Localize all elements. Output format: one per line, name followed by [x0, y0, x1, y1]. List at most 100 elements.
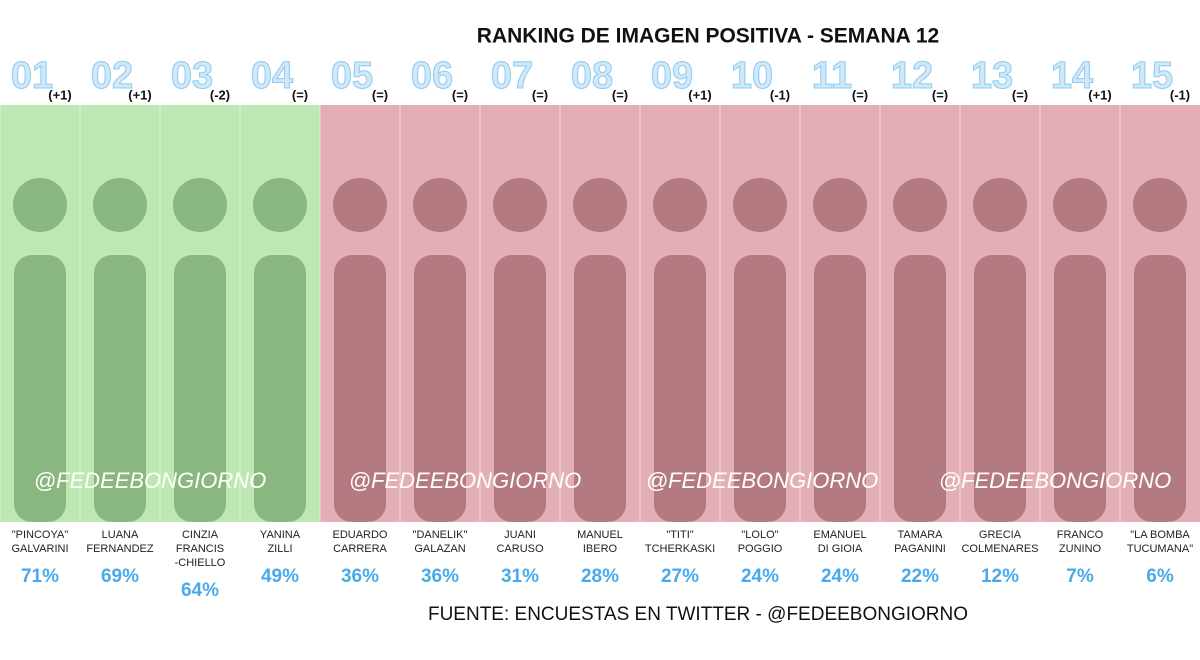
contestant-name: ZUNINO [1059, 543, 1102, 555]
silhouette-head [893, 178, 947, 232]
rank-number: 03 [171, 55, 213, 97]
silhouette-body [1054, 255, 1106, 522]
silhouette-head [813, 178, 867, 232]
silhouette-head [493, 178, 547, 232]
contestant-name: IBERO [583, 543, 618, 555]
contestant-name: JUANI [504, 529, 536, 541]
rank-number: 11 [812, 55, 852, 97]
contestant-name: TCHERKASKI [645, 543, 715, 555]
rank-number: 14 [1051, 55, 1093, 97]
contestant-name: MANUEL [577, 529, 623, 541]
percent: 69% [101, 566, 139, 587]
rank-change: (-1) [1170, 87, 1190, 102]
silhouette-head [13, 178, 67, 232]
rank-number: 01 [11, 55, 53, 97]
contestant-name: "LA BOMBA [1130, 529, 1190, 541]
rank-change: (=) [372, 87, 388, 102]
contestant-name: FRANCO [1057, 529, 1104, 541]
rank-change: (-2) [210, 87, 230, 102]
watermark: @FEDEEBONGIORNO [349, 468, 582, 493]
percent: 36% [421, 566, 459, 587]
silhouette-body [494, 255, 546, 522]
rank-change: (=) [612, 87, 628, 102]
rank-change: (=) [532, 87, 548, 102]
contestant-name: POGGIO [738, 543, 783, 555]
contestant-name: GALAZAN [414, 543, 465, 555]
rank-number: 02 [91, 55, 133, 97]
source: FUENTE: ENCUESTAS EN TWITTER - @FEDEEBON… [428, 604, 968, 625]
percent: 22% [901, 566, 939, 587]
contestant-name: YANINA [260, 529, 301, 541]
rank-change: (=) [852, 87, 868, 102]
contestant-name: ZILLI [267, 543, 292, 555]
rank-change: (+1) [128, 87, 151, 102]
percent: 36% [341, 566, 379, 587]
watermark: @FEDEEBONGIORNO [939, 468, 1172, 493]
percent: 27% [661, 566, 699, 587]
watermark: @FEDEEBONGIORNO [646, 468, 879, 493]
rank-number: 10 [731, 55, 773, 97]
rank-number: 12 [891, 55, 933, 97]
contestant-name: COLMENARES [961, 543, 1038, 555]
rank-number: 07 [491, 55, 533, 97]
rank-number: 13 [971, 55, 1013, 97]
contestant-name: TAMARA [897, 529, 943, 541]
silhouette-head [253, 178, 307, 232]
percent: 28% [581, 566, 619, 587]
silhouette-head [173, 178, 227, 232]
silhouette-body [974, 255, 1026, 522]
rank-number: 09 [651, 55, 693, 97]
contestant-name: PAGANINI [894, 543, 946, 555]
contestant-name: "PINCOYA" [12, 529, 69, 541]
contestant-name: -CHIELLO [175, 557, 226, 569]
percent: 49% [261, 566, 299, 587]
contestant-name: EDUARDO [332, 529, 387, 541]
rank-change: (=) [452, 87, 468, 102]
percent: 24% [741, 566, 779, 587]
silhouette-head [413, 178, 467, 232]
silhouette-head [653, 178, 707, 232]
silhouette-body [574, 255, 626, 522]
silhouette-body [14, 255, 66, 522]
watermark: @FEDEEBONGIORNO [34, 468, 267, 493]
silhouette-body [814, 255, 866, 522]
rank-change: (-1) [770, 87, 790, 102]
contestant-name: CINZIA [182, 529, 219, 541]
contestant-name: FERNANDEZ [86, 543, 154, 555]
rank-change: (+1) [48, 87, 71, 102]
percent: 6% [1146, 566, 1174, 587]
contestant-name: "DANELIK" [413, 529, 468, 541]
contestant-name: EMANUEL [813, 529, 866, 541]
silhouette-body [1134, 255, 1186, 522]
silhouette-body [894, 255, 946, 522]
rank-number: 06 [411, 55, 453, 97]
contestant-name: LUANA [102, 529, 139, 541]
silhouette-head [973, 178, 1027, 232]
silhouette-head [333, 178, 387, 232]
rank-change: (=) [292, 87, 308, 102]
percent: 12% [981, 566, 1019, 587]
contestant-name: GALVARINI [11, 543, 68, 555]
rank-change: (+1) [1088, 87, 1111, 102]
rank-number: 04 [251, 55, 293, 97]
silhouette-body [654, 255, 706, 522]
contestant-name: "TITI" [666, 529, 693, 541]
rank-number: 15 [1131, 55, 1173, 97]
rank-change: (=) [932, 87, 948, 102]
rank-number: 05 [331, 55, 373, 97]
percent: 7% [1066, 566, 1094, 587]
rank-change: (=) [1012, 87, 1028, 102]
silhouette-head [1133, 178, 1187, 232]
percent: 64% [181, 580, 219, 601]
contestant-name: TUCUMANA" [1127, 543, 1193, 555]
silhouette-head [93, 178, 147, 232]
percent: 31% [501, 566, 539, 587]
silhouette-body [174, 255, 226, 522]
contestant-name: GRECIA [979, 529, 1022, 541]
percent: 71% [21, 566, 59, 587]
silhouette-head [573, 178, 627, 232]
rank-change: (+1) [688, 87, 711, 102]
silhouette-body [94, 255, 146, 522]
contestant-name: CARUSO [496, 543, 544, 555]
